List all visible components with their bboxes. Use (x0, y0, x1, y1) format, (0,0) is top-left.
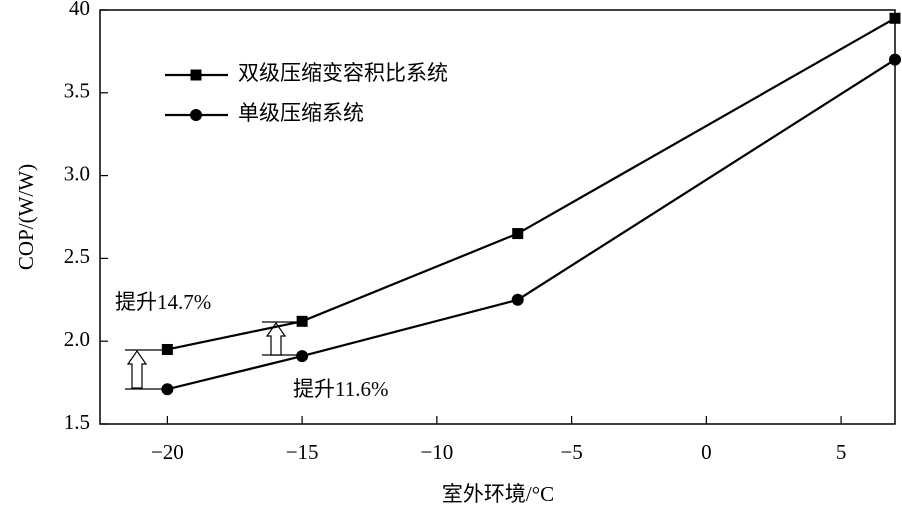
data-point (889, 12, 901, 24)
annotation: 提升14.7% (115, 290, 211, 314)
x-tick-label: −5 (560, 440, 582, 464)
data-point (512, 228, 524, 240)
x-tick-label: −20 (151, 440, 184, 464)
legend-label: 双级压缩变容积比系统 (238, 61, 448, 85)
legend-marker (190, 69, 202, 81)
x-tick-label: −10 (420, 440, 453, 464)
x-tick-label: 0 (701, 440, 712, 464)
series-line (167, 17, 896, 351)
annotation-arrows (125, 321, 305, 390)
y-tick-label: 3.0 (64, 161, 90, 185)
y-tick-label: 1.5 (64, 410, 90, 434)
x-tick-label: −15 (286, 440, 319, 464)
data-point (511, 293, 524, 306)
y-axis-label: COP/(W/W) (14, 164, 38, 270)
y-tick-label: 40 (69, 0, 90, 20)
data-point (161, 343, 173, 355)
legend-label: 单级压缩系统 (238, 101, 364, 125)
x-axis-label: 室外环境/°C (442, 482, 554, 506)
y-tick-label: 2.5 (64, 244, 90, 268)
plot-frame (99, 9, 896, 425)
annotation: 提升11.6% (293, 377, 388, 401)
data-point (296, 350, 309, 363)
y-tick-label: 3.5 (64, 79, 90, 103)
data-point (889, 53, 901, 66)
y-tick-label: 2.0 (64, 327, 90, 351)
series-line (167, 58, 896, 391)
data-point (296, 315, 308, 327)
data-point (161, 383, 174, 396)
legend-marker (190, 109, 202, 121)
x-tick-label: 5 (836, 440, 847, 464)
